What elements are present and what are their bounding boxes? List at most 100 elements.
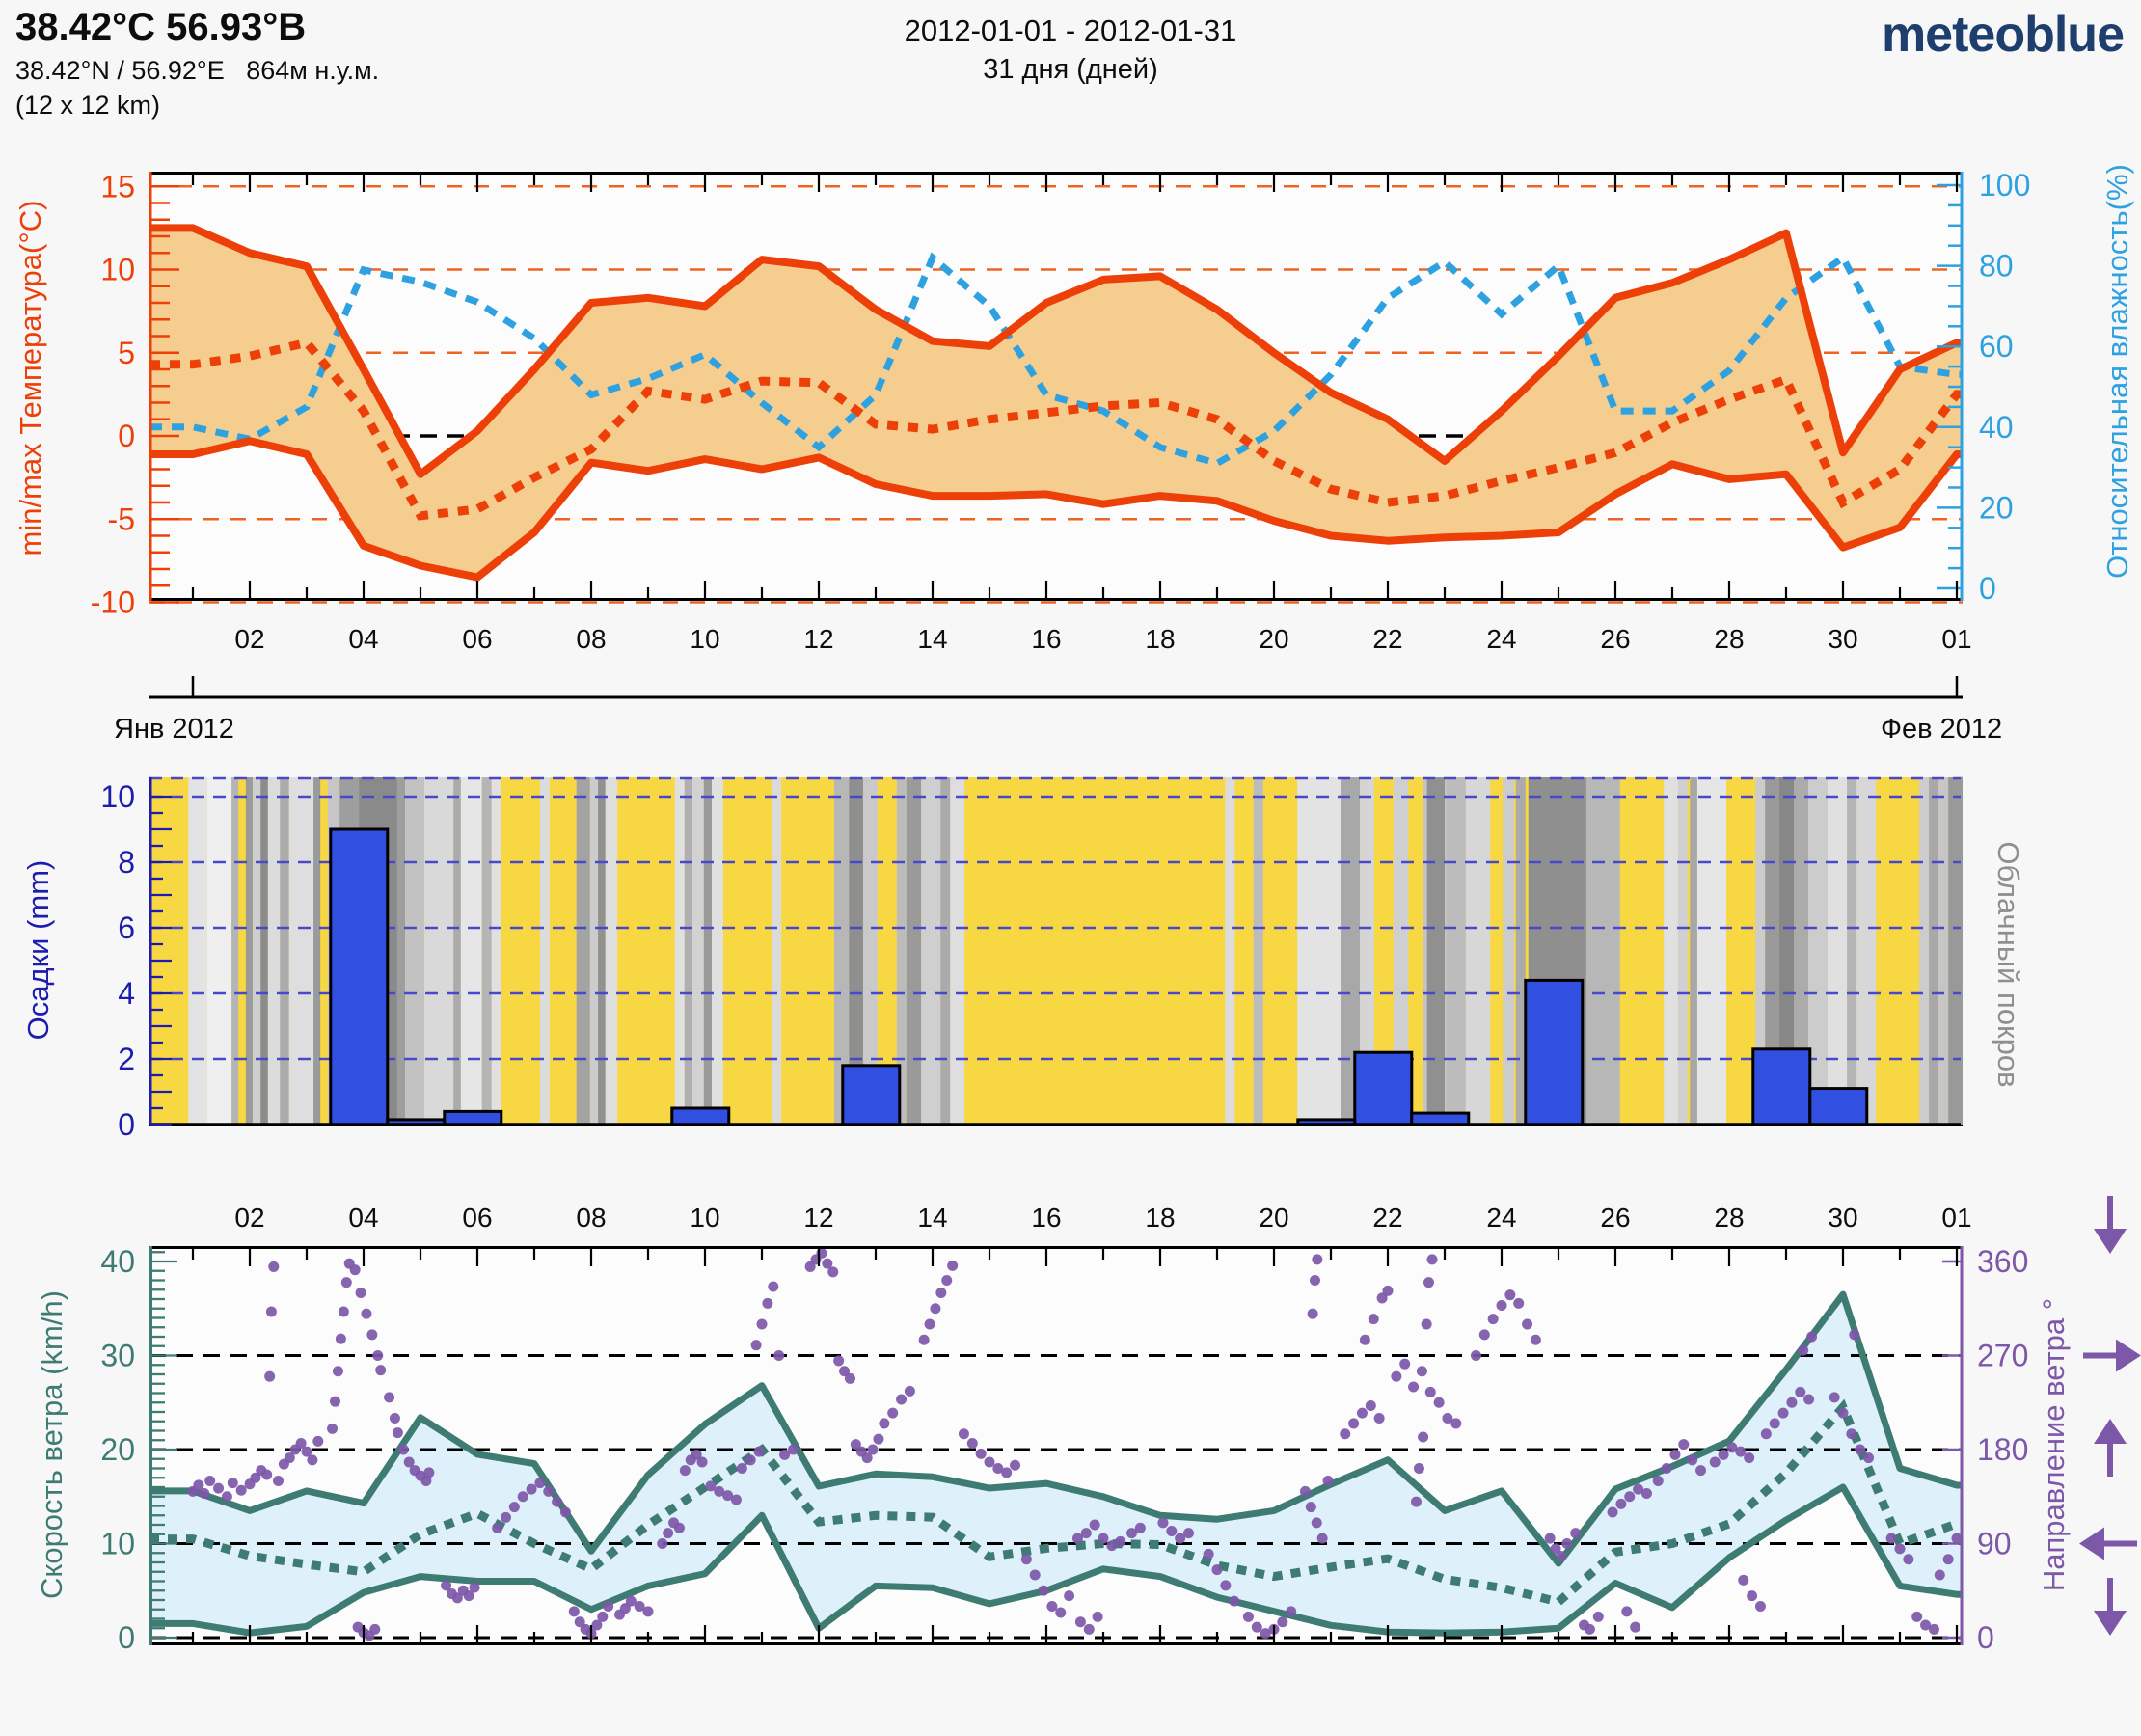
tmax-line xyxy=(149,224,1963,478)
precip-tick-label: 0 xyxy=(118,1107,135,1142)
wind-direction-dot xyxy=(1305,1502,1316,1513)
day-label: 14 xyxy=(917,1203,947,1233)
humidity-tick-label: 40 xyxy=(1979,410,2014,445)
wind-direction-dot xyxy=(1806,1331,1818,1343)
wind-direction-dot xyxy=(1220,1580,1232,1591)
wind-direction-dot xyxy=(935,1288,947,1299)
wind-direction-dot xyxy=(1376,1292,1388,1304)
day-label: 06 xyxy=(462,1203,492,1233)
wind-direction-dot xyxy=(534,1478,546,1489)
precip-bar xyxy=(443,1109,503,1125)
cloud-stripe xyxy=(589,777,599,1125)
wind-direction-dot xyxy=(441,1580,452,1591)
wind-direction-dot xyxy=(327,1423,339,1434)
cloud-stripe xyxy=(245,777,253,1125)
wind-direction-dot xyxy=(1695,1465,1706,1477)
cloud-stripe xyxy=(460,777,482,1125)
cloud-stripe xyxy=(712,777,723,1125)
wind-direction-dot xyxy=(1607,1506,1618,1518)
cloud-stripe xyxy=(1765,777,1779,1125)
cloud-stripe xyxy=(772,777,782,1125)
cloud-stripe xyxy=(1929,777,1939,1125)
wind-direction-dot xyxy=(1709,1456,1721,1468)
wind-direction-dot xyxy=(736,1463,747,1475)
temp-tick-label: 0 xyxy=(118,419,135,453)
wind-direction-dot xyxy=(663,1528,674,1539)
wind-direction-dot xyxy=(918,1334,930,1345)
precip-bar xyxy=(841,1064,902,1125)
wind-direction-dot xyxy=(1038,1585,1049,1596)
cloud-stripe xyxy=(684,777,693,1125)
precip-bar xyxy=(670,1106,731,1125)
wind-direction-dot xyxy=(642,1606,654,1617)
wind-direction-dot xyxy=(1064,1590,1075,1602)
wind-direction-dot xyxy=(1001,1467,1013,1478)
cloud-stripe xyxy=(863,777,878,1125)
wind-direction-dot xyxy=(221,1491,232,1503)
cloud-stripe xyxy=(481,777,492,1125)
wind-direction-dot xyxy=(833,1355,845,1367)
day-label: 01 xyxy=(1941,624,1971,654)
wind-direction-dot xyxy=(1951,1533,1963,1544)
wind-direction-dot xyxy=(264,1370,276,1382)
wind-direction-dot xyxy=(366,1329,378,1341)
cloud-stripe xyxy=(1794,777,1809,1125)
day-label: 08 xyxy=(576,1203,606,1233)
cloud-stripe xyxy=(1919,777,1930,1125)
wind-direction-dot xyxy=(1544,1533,1556,1544)
wind-direction-dot xyxy=(730,1494,742,1505)
wind-direction-dot xyxy=(1718,1449,1729,1460)
day-label: 06 xyxy=(462,624,492,654)
precip-bar xyxy=(1410,1111,1471,1125)
wind-min-line xyxy=(149,1483,1963,1637)
wind-direction-dot xyxy=(1624,1491,1636,1503)
cloud-stripe xyxy=(1253,777,1263,1125)
cloud-stripe xyxy=(1393,777,1409,1125)
wind-direction-dot xyxy=(1829,1392,1840,1403)
wind-direction-dot xyxy=(397,1444,409,1455)
day-label: 16 xyxy=(1031,624,1061,654)
cloud-stripe xyxy=(1585,777,1620,1125)
day-label: 01 xyxy=(1941,1203,1971,1233)
cloud-stripe xyxy=(405,777,425,1125)
cloud-stripe xyxy=(1503,777,1514,1125)
wind-direction-dot xyxy=(1894,1543,1906,1555)
wind-direction-dot xyxy=(340,1277,352,1288)
wind-direction-dot xyxy=(312,1435,324,1447)
wind-direction-dot xyxy=(1020,1554,1032,1565)
temp-tick-label: -5 xyxy=(108,502,135,536)
month-label-feb: Фев 2012 xyxy=(1881,714,2003,745)
wind-direction-dot xyxy=(787,1444,799,1455)
wind-direction-dot xyxy=(673,1522,685,1533)
wind-direction-dot xyxy=(1496,1300,1507,1312)
cloud-stripe xyxy=(1426,777,1445,1125)
cloud-stripe xyxy=(1297,777,1342,1125)
wind-direction-dot xyxy=(1504,1289,1516,1301)
wind-direction-dot xyxy=(1934,1569,1945,1581)
wind-direction-dot xyxy=(1849,1329,1860,1341)
wind-direction-dot xyxy=(773,1350,785,1362)
wind-direction-dot xyxy=(634,1601,645,1613)
wind-direction-dot xyxy=(227,1478,238,1489)
cloud-stripe xyxy=(1847,777,1857,1125)
wind-direction-dot xyxy=(1561,1538,1573,1550)
humidity-tick-label: 80 xyxy=(1979,249,2014,284)
cloud-stripe xyxy=(1465,777,1491,1125)
wind-direction-dot xyxy=(349,1264,361,1276)
wind-direction-dot xyxy=(1795,1386,1806,1397)
wind-direction-dot xyxy=(1798,1344,1809,1356)
wind-direction-dot xyxy=(307,1454,318,1466)
wind-direction-dot xyxy=(1855,1444,1866,1455)
winddir-tick-label: 270 xyxy=(1977,1339,2028,1373)
cloud-stripe xyxy=(280,777,289,1125)
wind-direction-dot xyxy=(1411,1496,1422,1507)
wind-direction-dot xyxy=(1399,1358,1411,1370)
precip-tick-label: 2 xyxy=(118,1042,135,1076)
wind-direction-dot xyxy=(779,1449,791,1460)
wind-direction-dot xyxy=(1251,1621,1262,1633)
wind-direction-dot xyxy=(403,1456,415,1468)
wind-mean-line xyxy=(149,1398,1963,1607)
wind-direction-dot xyxy=(338,1306,349,1317)
wind-direction-dot xyxy=(508,1502,520,1513)
wind-direction-dot xyxy=(330,1396,340,1407)
